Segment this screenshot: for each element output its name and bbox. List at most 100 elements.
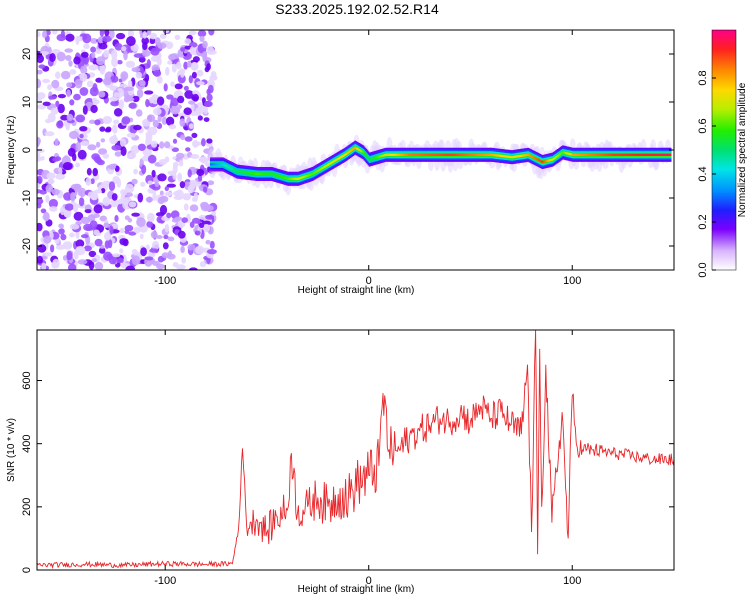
ridge-cell (354, 146, 357, 149)
noise-blob (90, 213, 100, 219)
ridge-cell (371, 157, 374, 160)
noise-blob (68, 130, 79, 140)
ridge-cell (214, 163, 216, 166)
ridge-cell (445, 153, 447, 156)
noise-blob (187, 184, 194, 194)
noise-blob (87, 144, 97, 151)
noise-blob (42, 101, 51, 107)
noise-blob (56, 51, 66, 62)
noise-blob (80, 216, 91, 225)
noise-blob (111, 193, 118, 201)
ridge-cell (644, 153, 647, 156)
ridge-cell (490, 153, 493, 156)
ridge-cell (234, 169, 236, 172)
ridge-cell (654, 153, 657, 156)
ridge-cell (638, 153, 640, 156)
noise-blob (174, 83, 183, 90)
x-tick-label: 100 (563, 275, 581, 287)
noise-blob (80, 65, 88, 75)
noise-blob (37, 54, 44, 64)
noise-blob (102, 116, 113, 124)
ridge-cell (484, 153, 487, 156)
noise-blob (102, 35, 112, 43)
noise-blob (50, 244, 55, 253)
noise-blob (188, 75, 193, 84)
ridge-cell (314, 171, 317, 174)
ridge-cell (212, 163, 214, 166)
ridge-cell (409, 153, 411, 156)
ridge-cell (238, 170, 241, 173)
noise-blob (55, 71, 61, 79)
noise-blob (155, 212, 165, 217)
ridge-cell (318, 168, 321, 171)
ridge-cell (231, 167, 233, 171)
noise-blob (161, 116, 168, 125)
ridge-cell (513, 155, 515, 158)
colorbar-tick-label: 0.6 (697, 118, 709, 133)
ridge-cell (321, 166, 324, 170)
noise-blob (168, 53, 176, 61)
noise-blob (132, 248, 138, 256)
noise-blob (63, 210, 70, 218)
ridge-cell (429, 153, 432, 156)
ridge-cell (380, 154, 383, 158)
noise-blob (119, 227, 125, 234)
noise-blob (144, 256, 154, 261)
ridge-cell (358, 148, 361, 152)
noise-blob (162, 242, 169, 250)
ridge-cell (376, 156, 379, 159)
ridge-cell (656, 153, 659, 156)
ridge-cell (263, 172, 266, 176)
ridge-cell (649, 153, 652, 156)
noise-blob (194, 230, 201, 236)
noise-blob (151, 240, 160, 251)
ridge-cell (526, 153, 529, 156)
noise-blob (125, 36, 136, 47)
ridge-cell (530, 155, 533, 158)
colorbar-gradient (711, 29, 737, 271)
noise-blob (152, 119, 159, 128)
noise-blob (189, 204, 199, 212)
ridge-cell (432, 153, 435, 156)
ridge-cell (529, 154, 532, 157)
noise-blob (73, 56, 81, 65)
ridge-cell (350, 149, 352, 152)
ridge-cell (424, 153, 427, 156)
noise-blob (98, 42, 108, 50)
noise-blob (54, 138, 59, 146)
ridge-cell (229, 166, 231, 170)
ridge-cell (438, 153, 441, 156)
noise-blob (89, 220, 98, 229)
noise-blob (47, 112, 56, 123)
ridge-cell (269, 172, 271, 176)
ridge-cell (262, 172, 265, 176)
ridge-cell (312, 172, 315, 175)
noise-blob (196, 168, 205, 177)
ridge-cell (448, 153, 450, 156)
ridge-cell (651, 153, 654, 156)
ridge-cell (475, 153, 478, 156)
ridge-cell (215, 163, 217, 166)
noise-blob (197, 115, 203, 121)
ridge-cell (345, 153, 347, 156)
ridge-cell (248, 171, 251, 175)
ridge-cell (352, 147, 354, 151)
ridge-cell (256, 172, 259, 176)
ridge-cell (272, 173, 274, 176)
noise-blob (69, 69, 77, 75)
ridge-cell (395, 153, 397, 156)
ridge-cell (585, 153, 588, 156)
noise-blob (183, 61, 188, 70)
ridge-cell (454, 153, 456, 156)
ridge-cell (268, 172, 270, 176)
noise-blob (102, 196, 111, 207)
ridge-cell (535, 157, 538, 160)
ridge-cell (598, 153, 601, 156)
ridge-cell (500, 154, 502, 157)
noise-blob (114, 165, 120, 172)
ridge-cell (426, 153, 429, 156)
noise-blob (164, 223, 170, 233)
ridge-cell (532, 156, 535, 159)
noise-blob (88, 250, 97, 258)
